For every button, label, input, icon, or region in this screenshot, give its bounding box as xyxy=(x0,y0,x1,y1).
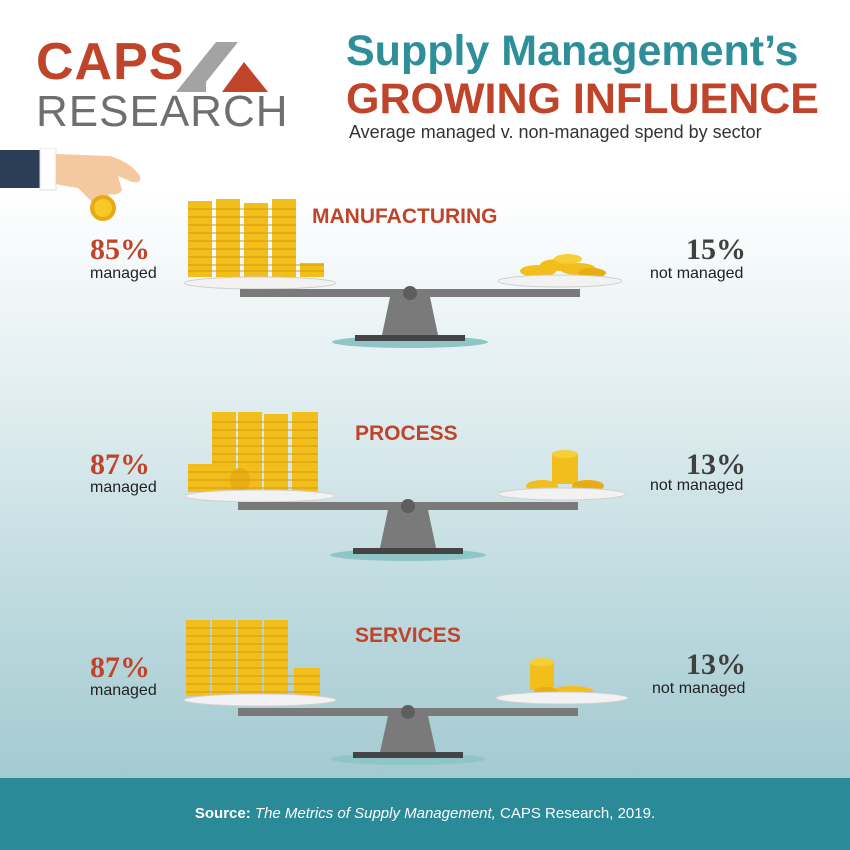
logo-mark-icon xyxy=(176,42,268,92)
sector-name: MANUFACTURING xyxy=(312,205,498,228)
managed-label: managed xyxy=(90,479,157,496)
source-label: Source: xyxy=(194,805,251,822)
managed-pct: 85% xyxy=(90,233,150,266)
managed-label: managed xyxy=(90,682,157,699)
page-title-line1: Supply Management’s xyxy=(346,27,799,75)
coin-stacks-left xyxy=(188,412,318,492)
not-managed-label: not managed xyxy=(650,477,744,494)
managed-label: managed xyxy=(90,265,157,282)
source-citation: Source: The Metrics of Supply Management… xyxy=(0,806,850,821)
not-managed-pct: 13% xyxy=(686,648,746,681)
source-rest: CAPS Research, 2019. xyxy=(500,805,656,822)
sector-name: SERVICES xyxy=(355,624,461,647)
coin-pile-right xyxy=(526,450,604,492)
logo-research-text: RESEARCH xyxy=(36,87,289,136)
page-title-line2: GROWING INFLUENCE xyxy=(346,75,819,123)
coin-stacks-left xyxy=(188,199,324,277)
sector-name: PROCESS xyxy=(355,422,458,445)
logo-caps-text: CAPS xyxy=(36,33,185,91)
balance-scale-icon xyxy=(183,412,627,561)
balance-scale-icon xyxy=(183,199,623,348)
managed-pct: 87% xyxy=(90,651,150,684)
not-managed-pct: 15% xyxy=(686,233,746,266)
coin-stacks-left xyxy=(186,620,320,696)
not-managed-pct: 13% xyxy=(686,448,746,481)
source-title: The Metrics of Supply Management, xyxy=(254,805,496,822)
hand-holding-coin-icon xyxy=(0,148,141,221)
footer: Source: The Metrics of Supply Management… xyxy=(0,778,850,850)
page-subtitle: Average managed v. non-managed spend by … xyxy=(349,122,762,142)
not-managed-label: not managed xyxy=(652,680,746,697)
not-managed-label: not managed xyxy=(650,265,744,282)
coin-pile-right xyxy=(520,254,606,278)
balance-scale-icon xyxy=(183,620,629,765)
managed-pct: 87% xyxy=(90,448,150,481)
